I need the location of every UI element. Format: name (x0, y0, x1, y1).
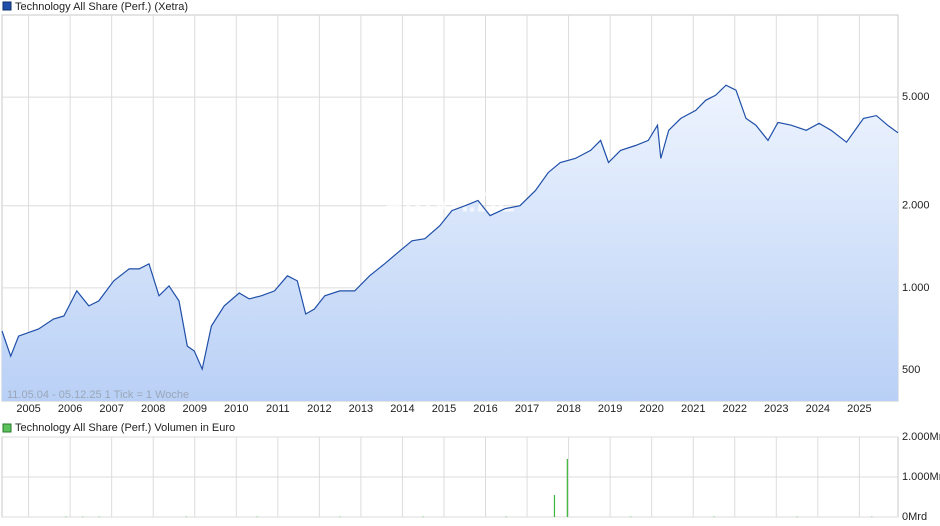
x-tick-label: 2025 (847, 403, 871, 415)
volume-bar (553, 495, 556, 517)
price-line (1, 84, 899, 372)
y-tick-label: 2.000 (902, 200, 930, 212)
x-tick-label: 2024 (806, 403, 830, 415)
x-tick-label: 2016 (473, 403, 497, 415)
x-tick-label: 2017 (515, 403, 539, 415)
volume-bar (505, 516, 507, 518)
x-tick-label: 2021 (681, 403, 705, 415)
x-tick-label: 2008 (141, 403, 165, 415)
volume-bar (871, 516, 873, 518)
volume-bar (185, 516, 188, 518)
volume-title: Technology All Share (Perf.) Volumen in … (15, 422, 235, 434)
x-tick-label: 2014 (390, 403, 414, 415)
x-tick-label: 2023 (764, 403, 788, 415)
y-tick-label: 5.000 (902, 91, 930, 103)
y-tick-label: 1.000Mrd (902, 471, 940, 483)
x-tick-label: 2012 (307, 403, 331, 415)
volume-bar (256, 516, 258, 518)
volume-bar (713, 516, 715, 518)
volume-bar (796, 516, 798, 518)
x-tick-label: 2015 (432, 403, 456, 415)
x-tick-label: 2006 (58, 403, 82, 415)
volume-layer: 0Mrd 1.000Mrd 2.000Mrd (2, 431, 940, 523)
y-tick-label: 500 (902, 364, 920, 376)
y-tick-label: 2.000Mrd (902, 431, 940, 443)
x-tick-label: 2010 (224, 403, 248, 415)
x-tick-label: 2020 (639, 403, 663, 415)
volume-bar (98, 516, 100, 518)
chart-title: Technology All Share (Perf.) (Xetra) (15, 1, 188, 13)
y-tick-label: 0Mrd (902, 511, 927, 523)
x-tick-label: 2013 (349, 403, 373, 415)
volume-bar (65, 516, 67, 518)
area (2, 85, 898, 401)
x-tick-label: 2022 (723, 403, 747, 415)
x-tick-label: 2018 (556, 403, 580, 415)
y-tick-label: 1.000 (902, 282, 930, 294)
x-tick-label: 2019 (598, 403, 622, 415)
x-tick-label: 2007 (99, 403, 123, 415)
volume-bar (422, 516, 424, 518)
price-layer: 2005 2006 2007 2008 2009 2010 2011 2012 2013 2014… (1, 15, 930, 415)
volume-bar (339, 516, 341, 518)
x-tick-label: 2009 (182, 403, 206, 415)
volume-bar (630, 516, 632, 518)
volume-bar (566, 459, 568, 517)
date-range: 11.05.04 - 05.12.25 1 Tick = 1 Woche (7, 389, 189, 401)
volume-bar (81, 516, 84, 518)
legend-swatch (2, 423, 12, 433)
x-tick-label: 2011 (266, 403, 290, 415)
legend-swatch (2, 1, 12, 11)
x-tick-label: 2005 (16, 403, 40, 415)
